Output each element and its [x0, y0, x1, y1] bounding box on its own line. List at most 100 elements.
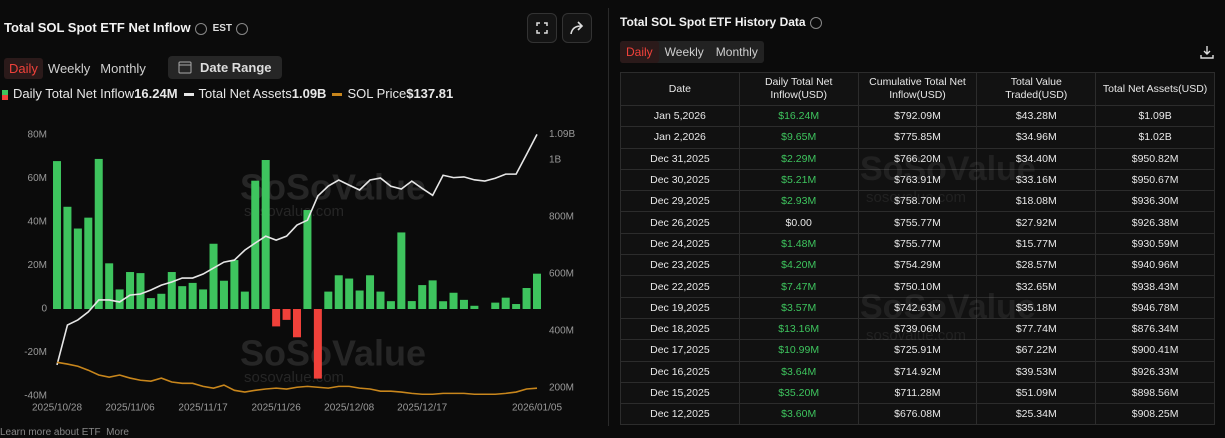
header: Total SOL Spot ETF Net Inflow EST [4, 20, 249, 35]
value-cell: $711.28M [857, 381, 978, 405]
bar [386, 301, 395, 309]
value-cell: $16.24M [738, 104, 859, 128]
info-icon[interactable] [809, 16, 822, 29]
tab-daily[interactable]: Daily [4, 58, 43, 79]
date-cell: Dec 23,2025 [620, 254, 740, 277]
legend-label: Daily Total Net Inflow [13, 86, 135, 101]
table-row: Dec 15,2025 $35.20M $711.28M $51.09M $898.56… [620, 381, 1215, 405]
tab-weekly[interactable]: Weekly [664, 45, 704, 59]
bar [209, 243, 218, 309]
bar [407, 301, 416, 309]
table-row: Dec 19,2025 $3.57M $742.63M $35.18M $946.78M [620, 296, 1215, 319]
share-icon [570, 21, 584, 35]
value-cell: $940.96M [1095, 254, 1215, 277]
tab-weekly[interactable]: Weekly [47, 61, 91, 76]
bar [146, 298, 155, 309]
bar [324, 291, 333, 309]
y-tick-label: -20M [24, 347, 47, 358]
line [56, 361, 538, 396]
date-cell: Dec 16,2025 [620, 360, 740, 383]
footer: Learn more about ETF More [0, 427, 129, 438]
date-cell: Dec 31,2025 [620, 147, 740, 170]
value-cell: $926.38M [1095, 211, 1215, 234]
legend-swatch [332, 93, 343, 97]
learn-more-link[interactable]: Learn more about ETF [0, 427, 101, 438]
tab-monthly[interactable]: Monthly [715, 45, 758, 59]
info-icon[interactable] [194, 22, 207, 35]
download-button[interactable] [1199, 44, 1215, 65]
value-cell: $926.33M [1095, 360, 1215, 383]
y-tick-label: -40M [24, 391, 47, 402]
date-cell: Dec 17,2025 [620, 339, 740, 362]
calendar-icon [178, 61, 192, 74]
value-cell: $950.82M [1095, 147, 1215, 170]
bar [126, 272, 135, 309]
value-cell: $10.99M [738, 339, 859, 362]
column-header: Total Net Assets(USD) [1095, 72, 1215, 106]
value-cell: $15.77M [976, 232, 1097, 256]
bar [459, 299, 468, 309]
period-tabs: Daily Weekly Monthly [4, 58, 151, 79]
value-cell: $35.18M [976, 296, 1097, 319]
bar [115, 289, 124, 309]
y2-tick-label: 600M [549, 269, 574, 280]
y-tick-label: 20M [28, 260, 47, 271]
value-cell: $33.16M [976, 168, 1097, 192]
value-cell: $7.47M [738, 275, 859, 298]
bar [240, 291, 249, 309]
table-row: Dec 23,2025 $4.20M $754.29M $28.57M $940.96M [620, 254, 1215, 277]
date-cell: Jan 2,2026 [620, 126, 740, 149]
more-link[interactable]: More [106, 427, 129, 438]
value-cell: $2.29M [738, 147, 859, 170]
download-icon [1200, 46, 1214, 59]
line [56, 134, 538, 366]
value-cell: $27.92M [976, 211, 1097, 234]
legend-swatch [183, 93, 194, 97]
date-cell: Dec 24,2025 [620, 232, 740, 256]
value-cell: $43.28M [976, 104, 1097, 128]
legend-item: Daily Total Net Inflow16.24M [2, 86, 178, 101]
value-cell: $9.65M [738, 126, 859, 149]
bar [219, 280, 228, 309]
bar [345, 278, 354, 309]
bar [84, 217, 93, 309]
bar [73, 228, 82, 309]
value-cell: $25.34M [976, 403, 1097, 426]
bar [522, 288, 531, 309]
history-title: Total SOL Spot ETF History Data [620, 15, 806, 29]
date-cell: Dec 22,2025 [620, 275, 740, 298]
date-range-button[interactable]: Date Range [168, 56, 282, 79]
legend-label: SOL Price [347, 86, 407, 101]
value-cell: $754.29M [857, 254, 978, 277]
y-tick-label: 0 [41, 304, 47, 315]
x-tick-label: 2025/11/26 [251, 403, 301, 414]
y-tick-label: 60M [28, 173, 47, 184]
legend-value: 16.24M [134, 86, 178, 101]
bar [282, 309, 291, 320]
legend-value: $137.81 [406, 86, 454, 101]
date-cell: Dec 15,2025 [620, 381, 740, 405]
column-header: Daily Total Net Inflow(USD) [738, 72, 859, 106]
bar [63, 206, 72, 309]
date-cell: Dec 18,2025 [620, 317, 740, 341]
bar [355, 290, 364, 309]
tab-monthly[interactable]: Monthly [100, 61, 146, 76]
bar [439, 301, 448, 309]
date-cell: Jan 5,2026 [620, 104, 740, 128]
tab-daily[interactable]: Daily [620, 41, 659, 63]
value-cell: $766.20M [857, 147, 978, 170]
value-cell: $898.56M [1095, 381, 1215, 405]
fullscreen-button[interactable] [527, 13, 557, 43]
legend-value: 1.09B [291, 86, 327, 101]
legend-label: Total Net Assets [198, 86, 292, 101]
bar [428, 280, 437, 309]
table-row: Dec 30,2025 $5.21M $763.91M $33.16M $950.67M [620, 168, 1215, 192]
bar [376, 291, 385, 309]
value-cell: $739.06M [857, 317, 978, 341]
table-row: Dec 17,2025 $10.99M $725.91M $67.22M $900.41… [620, 339, 1215, 362]
value-cell: $67.22M [976, 339, 1097, 362]
info-icon[interactable] [236, 22, 249, 35]
y2-tick-label: 800M [549, 212, 574, 223]
value-cell: $938.43M [1095, 275, 1215, 298]
share-button[interactable] [562, 13, 592, 43]
